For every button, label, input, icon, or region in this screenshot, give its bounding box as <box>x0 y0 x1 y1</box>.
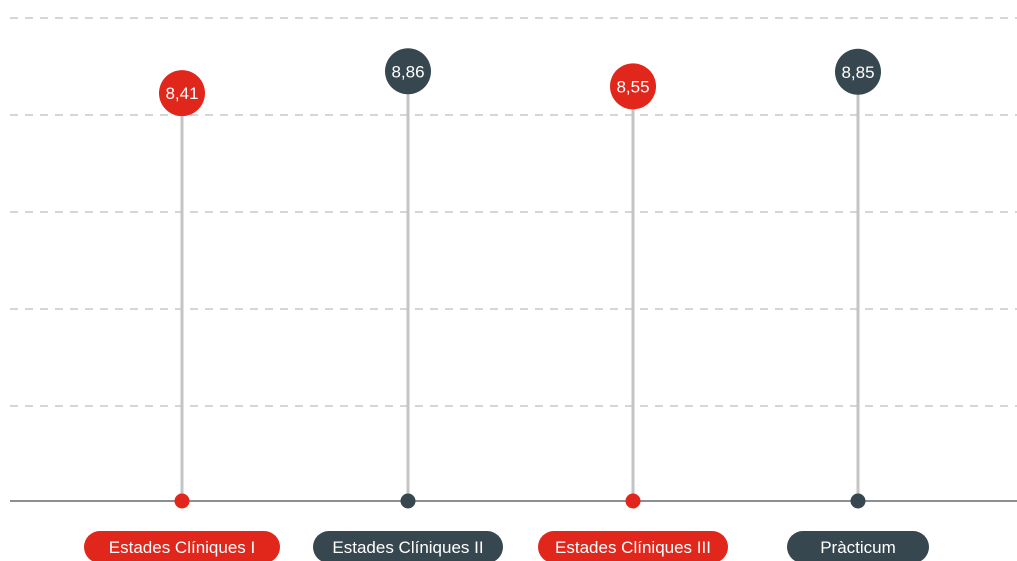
baseline-dot <box>174 493 190 509</box>
category-pill <box>538 531 728 561</box>
value-bubble <box>835 48 881 95</box>
baseline-dot <box>625 493 641 509</box>
baseline-dot <box>850 493 866 509</box>
category-label: Estades Clíniques I <box>109 538 255 557</box>
value-label: 8,86 <box>391 62 424 81</box>
category-labels: Estades Clíniques I Estades Clíniques II E… <box>84 531 929 561</box>
category-pill <box>84 531 280 561</box>
value-label: 8,85 <box>841 63 874 82</box>
value-bubble <box>610 63 656 110</box>
stems <box>180 71 860 501</box>
value-label: 8,41 <box>165 84 198 103</box>
value-bubble <box>385 48 431 95</box>
category-label: Pràcticum <box>820 538 896 557</box>
category-pill <box>787 531 929 561</box>
category-label: Estades Clíniques III <box>555 538 711 557</box>
category-label: Estades Clíniques II <box>332 538 483 557</box>
value-bubble <box>159 70 205 117</box>
value-label: 8,55 <box>616 77 649 96</box>
category-pill <box>313 531 503 561</box>
markers: 8,41 8,86 8,55 8,85 <box>159 48 881 509</box>
baseline-dot <box>400 493 416 509</box>
